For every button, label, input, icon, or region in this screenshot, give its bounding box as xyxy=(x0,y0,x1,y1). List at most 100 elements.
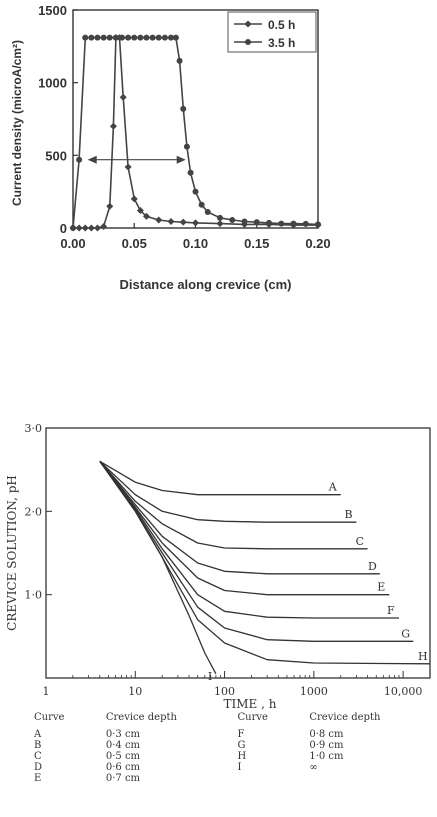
data-point-circle xyxy=(119,34,125,41)
y-tick-label: 3·0 xyxy=(25,422,43,435)
data-point-circle xyxy=(241,218,248,225)
depth-cell: 1·0 cm xyxy=(309,751,344,762)
legend-marker-diamond xyxy=(244,20,252,28)
data-point-circle xyxy=(187,169,194,176)
y-tick-label: 1000 xyxy=(38,76,67,91)
data-point-circle xyxy=(315,221,321,228)
data-point-diamond xyxy=(87,224,95,232)
data-point-circle xyxy=(76,156,83,163)
legend-box xyxy=(227,11,317,53)
x-tick-label: 10,000 xyxy=(384,685,423,698)
header-curve: Curve xyxy=(34,712,65,723)
table-row: E 0·7 cm xyxy=(30,773,437,784)
y-tick-label: 0 xyxy=(60,221,67,236)
data-point-circle xyxy=(149,34,156,41)
y-tick-label: 1·0 xyxy=(25,589,43,602)
depth-cell: 0·5 cm xyxy=(105,751,141,762)
curve-cell: B xyxy=(34,740,42,751)
chart-legend: 0.5 h 3.5 h xyxy=(227,11,317,53)
curve-cell: E xyxy=(34,773,42,784)
x-tick-label: 0.15 xyxy=(244,236,269,251)
x-axis-label: Distance along crevice (cm) xyxy=(120,277,292,292)
data-point-circle xyxy=(204,209,211,216)
curve-cell xyxy=(233,773,303,784)
data-point-circle xyxy=(198,201,205,208)
curve-e xyxy=(99,460,390,596)
data-point-diamond xyxy=(143,212,150,220)
x-tick-label: 0.10 xyxy=(183,236,208,251)
data-point-diamond xyxy=(167,217,175,225)
data-point-diamond xyxy=(119,93,127,101)
data-point-circle xyxy=(229,217,236,224)
curve-label: F xyxy=(387,604,395,617)
arrow-annotation xyxy=(87,155,186,164)
data-point-diamond xyxy=(106,202,114,210)
data-point-circle xyxy=(168,34,174,41)
data-point-diamond xyxy=(100,223,108,231)
data-point-circle xyxy=(155,34,162,41)
data-point-circle xyxy=(125,34,132,41)
curve-label: A xyxy=(328,481,338,494)
curve-c xyxy=(99,460,368,550)
curve-a xyxy=(99,460,341,496)
table-row: C 0·5 cm H 1·0 cm xyxy=(30,751,437,762)
y-axis-label: Current density (microA/cm²) xyxy=(10,40,24,206)
x-axis-label: TIME , h xyxy=(224,697,277,711)
curve-i xyxy=(99,460,217,675)
data-point-circle xyxy=(70,225,76,231)
data-point-circle xyxy=(131,34,138,41)
depth-cell: 0·6 cm xyxy=(105,762,141,773)
curve-label: B xyxy=(344,508,352,521)
table-row: B 0·4 cm G 0·9 cm xyxy=(30,740,437,751)
data-point-circle xyxy=(302,220,309,227)
x-tick-label: 0.05 xyxy=(122,236,147,251)
y-axis-label: CREVICE SOLUTION, pH xyxy=(5,475,19,631)
data-point-diamond xyxy=(75,224,83,232)
arrow-head-right xyxy=(176,155,186,164)
y-tick-label: 1500 xyxy=(38,3,67,18)
data-point-circle xyxy=(172,34,179,41)
curve-cell: D xyxy=(34,762,43,773)
arrow-head-left xyxy=(87,155,97,164)
depth-cell: 0·3 cm xyxy=(105,729,141,740)
curve-f xyxy=(99,460,399,619)
curve-cell: I xyxy=(237,762,242,773)
data-point-circle xyxy=(192,188,199,195)
curve-cell: G xyxy=(237,740,246,751)
plot-frame xyxy=(45,427,431,679)
depth-cell: 0·8 cm xyxy=(309,729,344,740)
data-point-circle xyxy=(137,34,144,41)
data-point-diamond xyxy=(94,224,101,232)
depth-cell: 0·9 cm xyxy=(309,740,344,751)
table-row: A 0·3 cm F 0·8 cm xyxy=(30,729,437,740)
data-point-circle xyxy=(161,34,168,41)
curve-h xyxy=(99,460,431,665)
data-point-circle xyxy=(176,57,183,64)
header-curve: Curve xyxy=(237,712,268,723)
data-point-circle xyxy=(183,143,190,150)
data-point-circle xyxy=(106,34,113,41)
data-point-circle xyxy=(94,34,101,41)
data-point-diamond xyxy=(216,220,224,228)
data-point-circle xyxy=(278,220,285,227)
curve-label: D xyxy=(368,560,377,573)
x-tick-label: 1 xyxy=(43,685,50,698)
data-point-diamond xyxy=(109,122,117,130)
header-crevice-depth: Crevice depth xyxy=(105,712,177,723)
curve-label: I xyxy=(208,670,212,683)
data-point-diamond xyxy=(179,218,187,226)
curve-cell: C xyxy=(34,751,42,762)
curve-g xyxy=(99,460,414,642)
data-point-diamond xyxy=(155,216,163,224)
legend-label: 3.5 h xyxy=(268,36,295,50)
curve-cell: F xyxy=(237,729,245,740)
data-point-circle xyxy=(82,34,89,41)
x-tick-label: 0.20 xyxy=(305,236,330,251)
data-point-circle xyxy=(180,105,187,112)
data-point-circle xyxy=(253,219,260,226)
data-point-circle xyxy=(88,34,95,41)
legend-marker-circle xyxy=(245,39,251,45)
data-point-circle xyxy=(290,220,297,227)
depth-cell: 0·4 cm xyxy=(105,740,141,751)
data-point-diamond xyxy=(81,224,89,232)
